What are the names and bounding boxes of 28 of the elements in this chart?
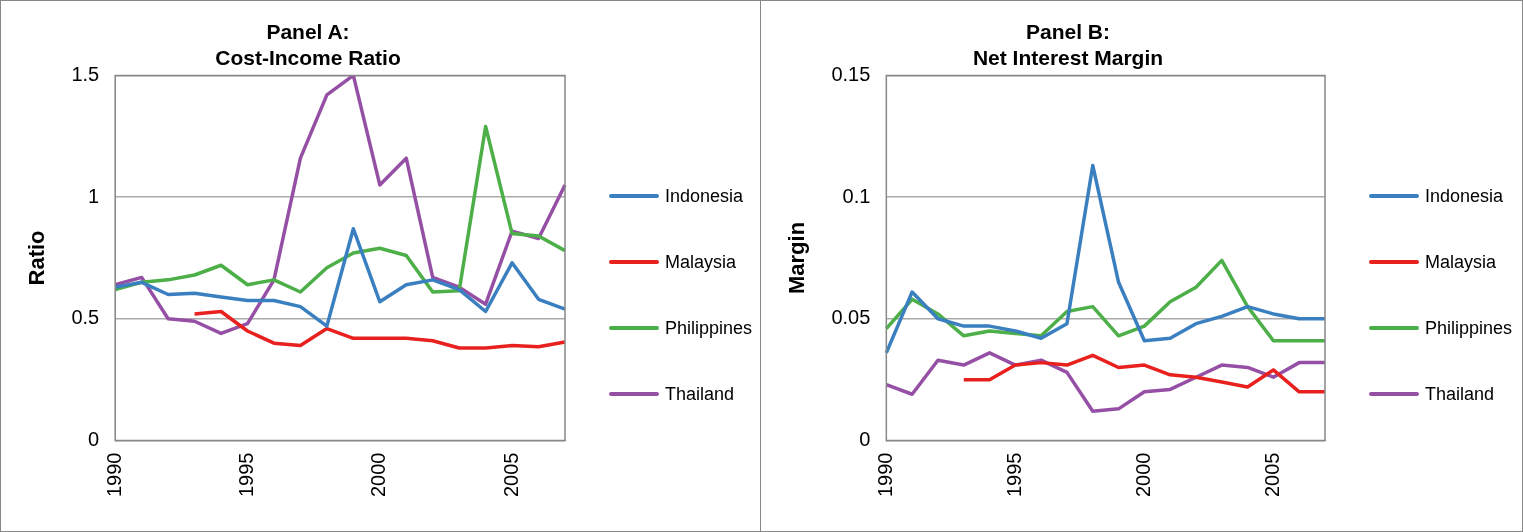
chart-title: Panel B: Net Interest Margin — [972, 20, 1164, 69]
y-tick-label: 1 — [88, 184, 100, 207]
legend-label: Malaysia — [1425, 251, 1497, 273]
y-axis-title: Ratio — [24, 230, 50, 286]
legend-label: Thailand — [665, 383, 735, 405]
y-tick-label: 0 — [859, 428, 871, 451]
x-tick-label: 2000 — [367, 452, 390, 498]
legend-label: Indonesia — [665, 185, 744, 207]
y-tick-label: 0.5 — [71, 306, 100, 329]
x-tick-label: 1995 — [235, 452, 258, 498]
y-axis-title: Margin — [784, 221, 810, 295]
legend-label: Philippines — [1425, 317, 1513, 339]
y-tick-label: 1.5 — [71, 62, 100, 85]
x-tick-label: 2005 — [1260, 452, 1283, 498]
y-tick-label: 0 — [88, 428, 100, 451]
legend-label: Thailand — [1425, 383, 1495, 405]
chart-title: Panel A: Cost-Income Ratio — [215, 20, 401, 69]
x-tick-label: 1995 — [1002, 452, 1025, 498]
x-tick-label: 2000 — [1131, 452, 1154, 498]
y-tick-label: 0.1 — [842, 184, 871, 207]
legend-label: Philippines — [665, 317, 753, 339]
y-tick-label: 0.15 — [831, 62, 871, 85]
x-tick-label: 1990 — [873, 452, 896, 498]
x-tick-label: 1990 — [102, 452, 125, 498]
legend-label: Indonesia — [1425, 185, 1504, 207]
legend-label: Malaysia — [665, 251, 737, 273]
x-tick-label: 2005 — [499, 452, 522, 498]
y-tick-label: 0.05 — [831, 306, 871, 329]
